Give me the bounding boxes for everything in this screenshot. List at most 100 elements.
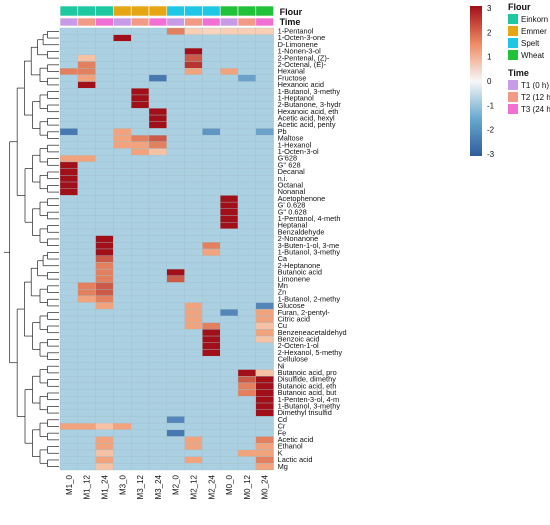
row-label: Acetic acid, penty [278, 120, 336, 129]
heatmap-cell [184, 369, 203, 377]
row-label: Maltose [278, 134, 304, 143]
heatmap-cell [131, 181, 150, 189]
heatmap-cell [237, 335, 256, 343]
row-label: Cellulose [278, 355, 308, 364]
heatmap-cell [237, 409, 256, 417]
heatmap-cell [59, 148, 78, 156]
heatmap-cell [131, 382, 150, 390]
row-label: Glucose [278, 301, 305, 310]
heatmap-cell [95, 436, 114, 444]
heatmap-cell [202, 443, 221, 451]
heatmap-cell [255, 396, 274, 404]
heatmap-cell [202, 376, 221, 384]
heatmap-cell [237, 416, 256, 424]
heatmap-cell [255, 141, 274, 149]
heatmap-cell [202, 94, 221, 102]
heatmap-cell [59, 74, 78, 82]
heatmap-cell [184, 121, 203, 129]
row-label: 2-Hexanol, 5-methy [278, 348, 343, 357]
heatmap-cell [95, 74, 114, 82]
row-label: Ethanol [278, 442, 303, 451]
heatmap-cell [131, 349, 150, 357]
heatmap-cell [202, 335, 221, 343]
heatmap-cell [237, 27, 256, 35]
heatmap-cell [237, 349, 256, 357]
heatmap-cell [77, 396, 96, 404]
heatmap-cell [148, 443, 167, 451]
heatmap-cell [220, 315, 239, 323]
row-label: Hexanoic acid [278, 80, 324, 89]
heatmap-cell [95, 175, 114, 183]
heatmap-cell [255, 88, 274, 96]
heatmap-cell [77, 342, 96, 350]
heatmap-cell [131, 235, 150, 243]
heatmap-cell [184, 436, 203, 444]
heatmap-cell [166, 282, 185, 290]
heatmap-cell [77, 148, 96, 156]
heatmap-cell [113, 201, 132, 209]
heatmap-cell [220, 275, 239, 283]
heatmap-cell [166, 175, 185, 183]
heatmap-cell [77, 88, 96, 96]
heatmap-cell [202, 463, 221, 471]
heatmap-cell [220, 175, 239, 183]
heatmap-cell [113, 27, 132, 35]
heatmap-cell [77, 161, 96, 169]
annotation-cell [219, 5, 239, 17]
heatmap-cell [220, 94, 239, 102]
heatmap-cell [220, 436, 239, 444]
annotation-cell [95, 17, 114, 27]
heatmap-cell [113, 315, 132, 323]
heatmap-cell [255, 27, 274, 35]
heatmap-cell [131, 195, 150, 203]
heatmap-cell [237, 443, 256, 451]
colorbar-tick-label: -3 [487, 150, 495, 159]
heatmap-cell [148, 54, 167, 62]
heatmap-cell [77, 302, 96, 310]
heatmap-cell [95, 275, 114, 283]
column-label: M3_12 [136, 474, 145, 499]
heatmap-cell [184, 34, 203, 42]
heatmap-cell [202, 128, 221, 136]
heatmap-cell [95, 456, 114, 464]
annotation-cell [59, 5, 79, 17]
heatmap-cell [184, 355, 203, 364]
heatmap-cell [237, 148, 256, 156]
colorbar-rect [470, 6, 482, 156]
heatmap-cell [148, 161, 167, 169]
heatmap-cell [148, 101, 167, 109]
heatmap-cell [184, 289, 203, 297]
heatmap-cell [220, 215, 239, 223]
heatmap-cell [113, 362, 132, 370]
heatmap-cell [166, 268, 185, 276]
heatmap-cell [166, 329, 185, 337]
heatmap-cell [220, 27, 239, 35]
heatmap-cell [77, 108, 96, 116]
heatmap-cell [59, 242, 78, 250]
heatmap-cell [77, 74, 96, 82]
heatmap-cell [202, 315, 221, 323]
row-label: Furan, 2-pentyl- [278, 308, 331, 317]
heatmap-cell [255, 349, 274, 357]
heatmap-cell [113, 463, 132, 471]
heatmap-cell [202, 235, 221, 243]
heatmap-cell [77, 222, 96, 230]
heatmap-cell [148, 68, 167, 76]
row-label: Dimethyl trisulfid [278, 408, 332, 417]
heatmap-cell [166, 81, 185, 89]
heatmap-cell [255, 54, 274, 62]
heatmap-cell [59, 121, 78, 129]
heatmap-cell [166, 242, 185, 250]
heatmap-cell [113, 248, 132, 256]
heatmap-cell [166, 422, 185, 430]
annotation-cell [237, 17, 257, 27]
heatmap-cell [113, 228, 132, 236]
heatmap-cell [95, 416, 114, 424]
heatmap-cell [166, 275, 185, 283]
column-label: M1_24 [101, 474, 110, 499]
heatmap-cell [220, 409, 239, 417]
column-label: M1_12 [83, 474, 92, 499]
heatmap-cell [166, 362, 185, 370]
heatmap-cell [113, 108, 132, 116]
heatmap-cell [255, 275, 274, 283]
